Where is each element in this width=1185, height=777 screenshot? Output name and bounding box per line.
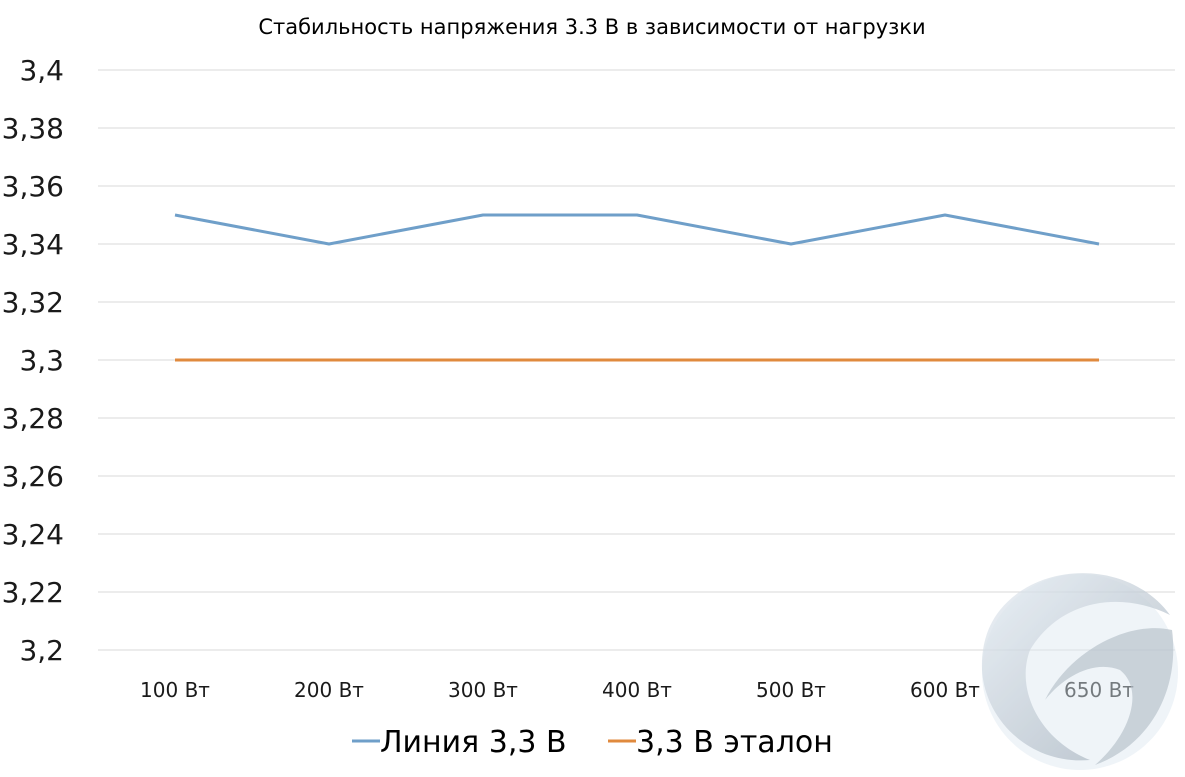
y-tick-label: 3,2 <box>19 634 64 667</box>
series-line-1 <box>174 213 1100 246</box>
x-tick-label: 500 Вт <box>756 678 826 702</box>
x-tick-label: 300 Вт <box>448 678 518 702</box>
y-tick-label: 3,4 <box>19 54 64 87</box>
x-tick-label: 100 Вт <box>140 678 210 702</box>
y-tick-label: 3,24 <box>2 518 64 551</box>
y-tick-label: 3,26 <box>2 460 64 493</box>
series-lines <box>174 213 1100 362</box>
y-tick-label: 3,3 <box>19 344 64 377</box>
logo-watermark-icon <box>981 573 1178 770</box>
y-tick-label: 3,38 <box>2 112 64 145</box>
legend-label-series-2: 3,3 В эталон <box>636 725 833 760</box>
x-tick-label: 650 Вт <box>1064 678 1134 702</box>
x-tick-label: 600 Вт <box>910 678 980 702</box>
x-tick-label: 400 Вт <box>602 678 672 702</box>
legend-label-series-1: Линия 3,3 В <box>380 725 567 760</box>
y-axis-ticks: 3,4 3,38 3,36 3,34 3,32 3,3 3,28 3,26 3,24 3,22 3,… <box>2 54 64 667</box>
legend: Линия 3,3 В 3,3 В эталон <box>352 725 833 760</box>
y-tick-label: 3,36 <box>2 170 64 203</box>
y-tick-label: 3,22 <box>2 576 64 609</box>
x-tick-label: 200 Вт <box>294 678 364 702</box>
x-axis-ticks: 100 Вт 200 Вт 300 Вт 400 Вт 500 Вт 600 Вт 650 … <box>140 678 1134 702</box>
y-tick-label: 3,32 <box>2 286 64 319</box>
chart-title: Стабильность напряжения 3.3 В в зависимо… <box>258 15 925 39</box>
y-tick-label: 3,34 <box>2 228 64 261</box>
y-tick-label: 3,28 <box>2 402 64 435</box>
